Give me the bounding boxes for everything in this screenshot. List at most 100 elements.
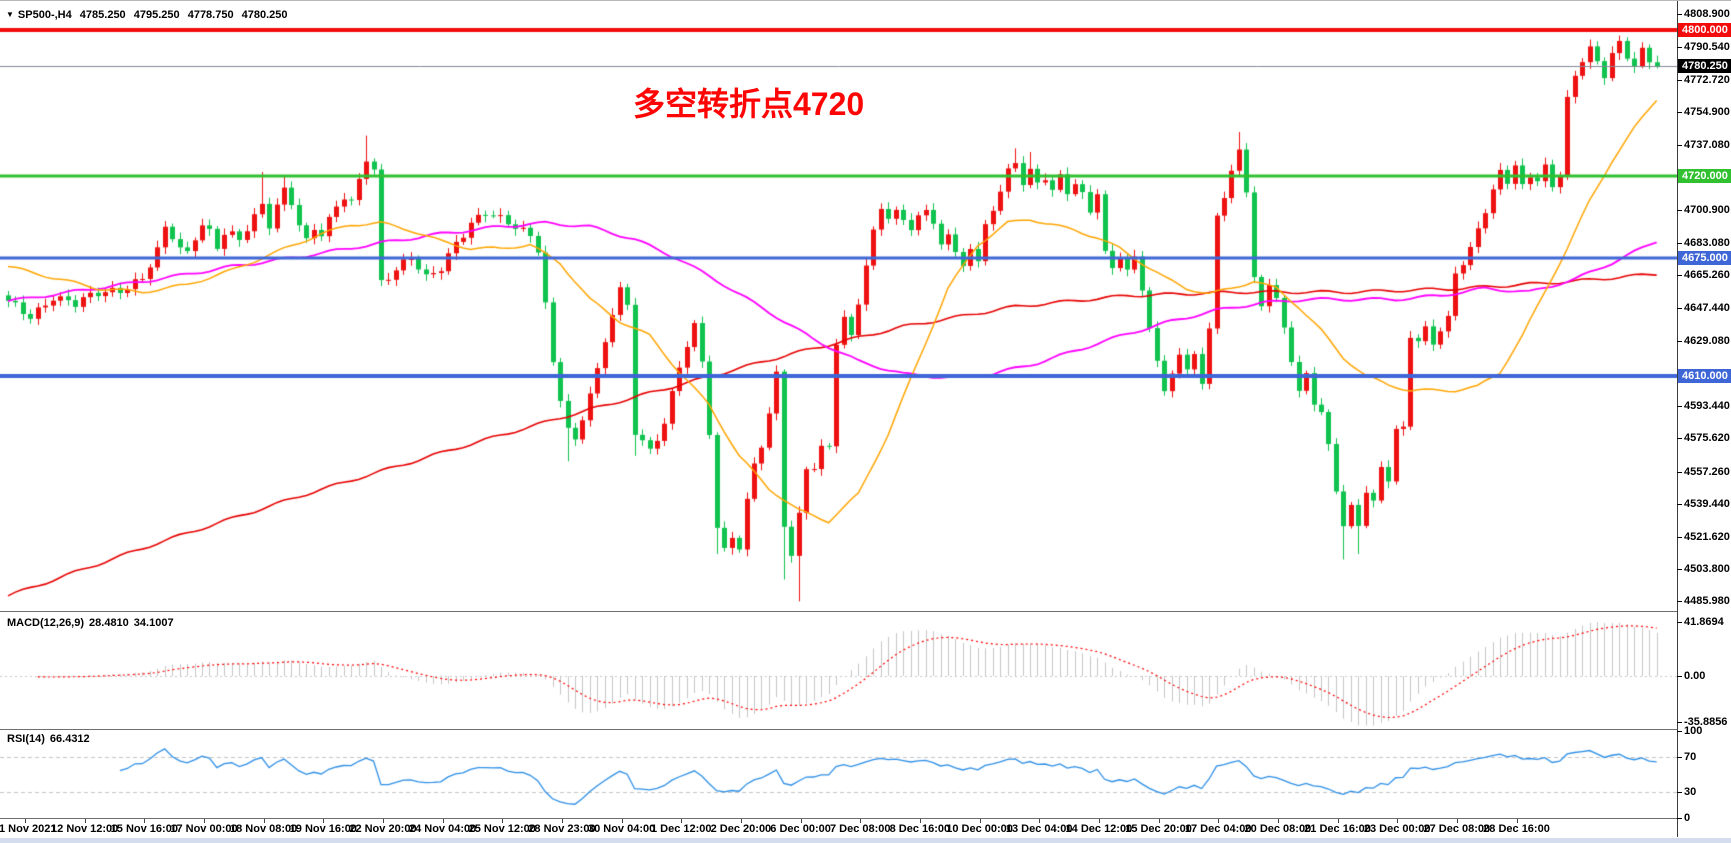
price-level-badge: 4610.000 bbox=[1678, 368, 1731, 383]
time-axis-tick bbox=[1218, 819, 1220, 823]
time-axis-tick bbox=[979, 819, 981, 823]
price-axis-tick: 4700.900 bbox=[1677, 203, 1730, 217]
time-axis-label: 20 Dec 08:00 bbox=[1244, 823, 1312, 835]
time-axis-label: 22 Nov 20:00 bbox=[349, 823, 417, 835]
pivot-annotation-text[interactable]: 多空转折点4720 bbox=[633, 86, 865, 122]
time-axis-tick bbox=[1277, 819, 1279, 823]
time-axis-tick bbox=[860, 819, 862, 823]
time-axis-tick bbox=[681, 819, 683, 823]
price-axis-tick: 4557.260 bbox=[1677, 465, 1730, 479]
time-axis-tick bbox=[1397, 819, 1399, 823]
ohlc-high: 4795.250 bbox=[133, 9, 180, 21]
time-axis-tick bbox=[382, 819, 384, 823]
price-axis-tick: 4575.620 bbox=[1677, 431, 1730, 445]
time-axis-tick bbox=[1158, 819, 1160, 823]
price-level-badge: 4780.250 bbox=[1678, 59, 1731, 74]
time-axis-label: 15 Dec 20:00 bbox=[1125, 823, 1192, 835]
time-axis-label: 28 Dec 16:00 bbox=[1483, 823, 1550, 835]
time-axis-tick bbox=[25, 819, 26, 823]
price-axis-tick: 4539.440 bbox=[1677, 497, 1730, 511]
price-axis-tick: 4647.440 bbox=[1677, 301, 1730, 315]
status-strip bbox=[0, 838, 1731, 843]
price-axis-tick: 4790.540 bbox=[1677, 40, 1730, 54]
time-axis-label: 7 Dec 08:00 bbox=[829, 823, 891, 835]
time-axis-label: 8 Dec 16:00 bbox=[889, 823, 951, 835]
price-level-badge: 4720.000 bbox=[1678, 168, 1731, 183]
rsi-value: 66.4312 bbox=[49, 733, 90, 745]
macd-signal-value: 34.1007 bbox=[133, 617, 174, 629]
time-axis-tick bbox=[1098, 819, 1100, 823]
symbol-timeframe-label: SP500-,H4 bbox=[17, 9, 72, 21]
time-axis-label: 21 Dec 16:00 bbox=[1304, 823, 1371, 835]
rsi-pane-label: RSI(14) 66.4312 bbox=[7, 733, 95, 745]
rsi-indicator-canvas[interactable] bbox=[0, 730, 1678, 818]
price-axis-tick: 4593.440 bbox=[1677, 399, 1730, 413]
rsi-axis-tick: 0 bbox=[1677, 811, 1690, 825]
time-axis-label: 30 Nov 04:00 bbox=[587, 823, 656, 835]
time-axis-label: 12 Nov 12:00 bbox=[51, 823, 119, 835]
time-axis-tick bbox=[1337, 819, 1339, 823]
rsi-axis-tick: 70 bbox=[1677, 750, 1696, 764]
time-axis-tick bbox=[800, 819, 802, 823]
time-axis-tick bbox=[1456, 819, 1458, 823]
time-axis-tick bbox=[740, 819, 742, 823]
time-axis-label: 10 Dec 00:00 bbox=[946, 823, 1013, 835]
time-axis-tick bbox=[84, 819, 86, 823]
symbol-header: ▼ SP500-,H4 4785.250 4795.250 4778.750 47… bbox=[6, 9, 293, 21]
rsi-name: RSI(14) bbox=[7, 733, 45, 745]
time-axis-label: 11 Nov 2021 bbox=[0, 823, 57, 835]
time-axis-tick bbox=[502, 819, 504, 823]
price-axis-tick: 4521.620 bbox=[1677, 530, 1730, 544]
macd-axis-tick: 41.8694 bbox=[1677, 615, 1724, 629]
panel-splitter-macd-rsi[interactable] bbox=[0, 729, 1678, 730]
price-axis-tick: 4808.900 bbox=[1677, 7, 1730, 21]
panel-splitter-rsi-timeaxis bbox=[0, 818, 1678, 819]
time-axis-label: 19 Nov 16:00 bbox=[289, 823, 357, 835]
time-axis-label: 24 Nov 04:00 bbox=[408, 823, 477, 835]
price-level-badge: 4800.000 bbox=[1678, 23, 1731, 38]
collapse-triangle-icon[interactable]: ▼ bbox=[6, 10, 14, 19]
time-axis-label: 17 Nov 00:00 bbox=[170, 823, 238, 835]
time-axis-label: 14 Dec 12:00 bbox=[1065, 823, 1133, 835]
panel-splitter-main-macd[interactable] bbox=[0, 611, 1678, 612]
time-axis-label: 1 Dec 12:00 bbox=[650, 823, 712, 835]
time-axis-label: 18 Nov 08:00 bbox=[229, 823, 298, 835]
time-axis-label: 28 Nov 23:00 bbox=[528, 823, 596, 835]
time-axis-tick bbox=[1516, 819, 1518, 823]
macd-axis-tick: -35.8856 bbox=[1677, 715, 1727, 729]
macd-name: MACD(12,26,9) bbox=[7, 617, 85, 629]
price-axis-tick: 4629.080 bbox=[1677, 334, 1730, 348]
time-axis-label: 23 Dec 00:00 bbox=[1363, 823, 1431, 835]
price-axis-tick: 4503.800 bbox=[1677, 562, 1730, 576]
price-axis-separator bbox=[1677, 1, 1678, 837]
time-axis-label: 2 Dec 20:00 bbox=[710, 823, 772, 835]
time-axis-tick bbox=[442, 819, 444, 823]
price-axis-tick: 4665.260 bbox=[1677, 268, 1730, 282]
macd-indicator-canvas[interactable] bbox=[0, 613, 1678, 729]
price-level-badge: 4675.000 bbox=[1678, 250, 1731, 265]
time-axis-label: 6 Dec 00:00 bbox=[770, 823, 831, 835]
time-axis-label: 15 Nov 16:00 bbox=[110, 823, 178, 835]
time-axis-label: 13 Dec 04:00 bbox=[1005, 823, 1073, 835]
time-axis-tick bbox=[561, 819, 563, 823]
macd-main-value: 28.4810 bbox=[89, 617, 129, 629]
macd-axis-tick: 0.00 bbox=[1677, 669, 1705, 683]
time-axis-tick bbox=[263, 819, 265, 823]
time-axis-tick bbox=[621, 819, 623, 823]
price-axis-tick: 4683.080 bbox=[1677, 236, 1730, 250]
time-axis-label: 25 Nov 12:00 bbox=[468, 823, 536, 835]
time-axis-tick bbox=[203, 819, 205, 823]
time-axis-label: 27 Dec 08:00 bbox=[1423, 823, 1491, 835]
ohlc-close: 4780.250 bbox=[241, 9, 288, 21]
main-price-chart-canvas[interactable] bbox=[0, 1, 1678, 613]
price-axis-tick: 4737.080 bbox=[1677, 138, 1730, 152]
time-axis-tick bbox=[1039, 819, 1041, 823]
price-axis-tick: 4754.900 bbox=[1677, 105, 1730, 119]
ohlc-low: 4778.750 bbox=[187, 9, 234, 21]
macd-pane-label: MACD(12,26,9) 28.4810 34.1007 bbox=[7, 617, 179, 629]
rsi-axis-tick: 30 bbox=[1677, 785, 1696, 799]
time-axis-tick bbox=[323, 819, 325, 823]
time-axis-tick bbox=[144, 819, 146, 823]
price-axis-tick: 4485.980 bbox=[1677, 594, 1730, 608]
